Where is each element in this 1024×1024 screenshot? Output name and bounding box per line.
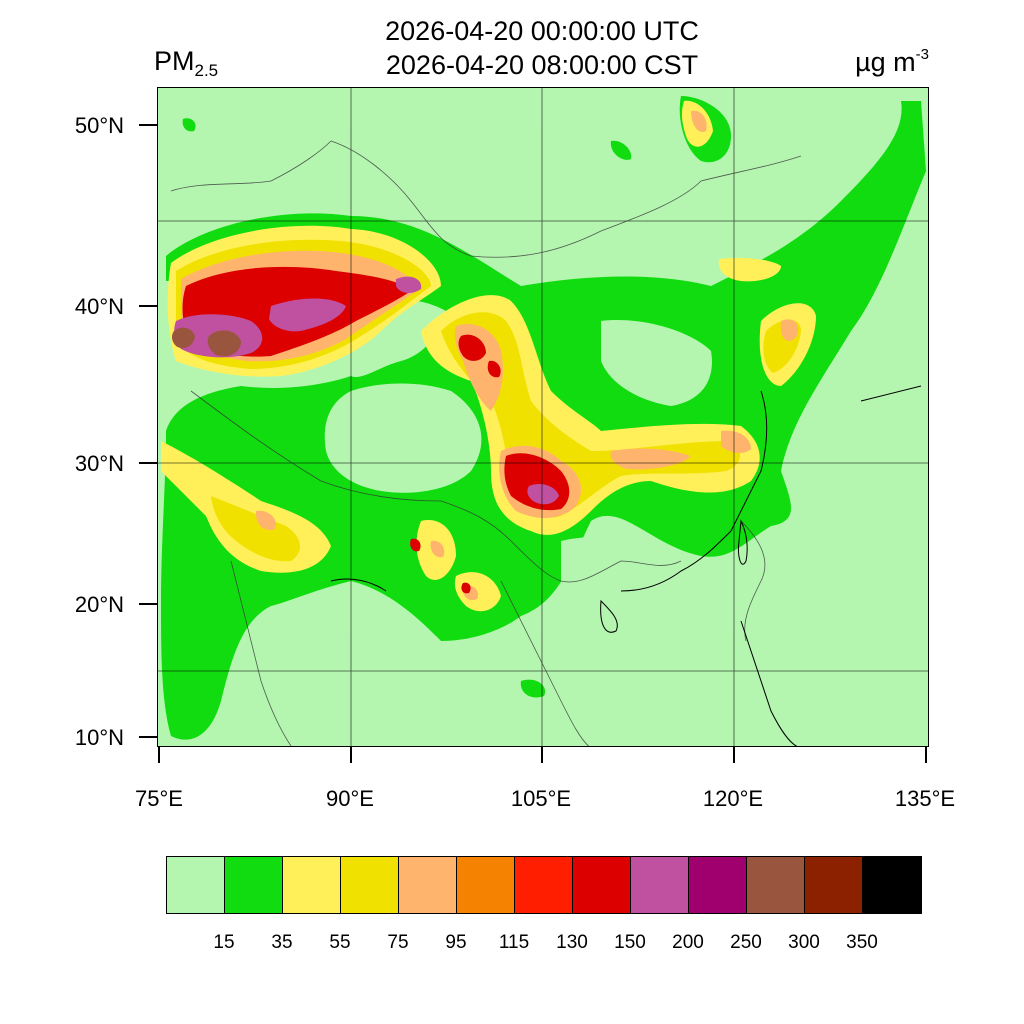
grid-lines (158, 88, 928, 746)
lon-label-75e: 75°E (135, 786, 183, 811)
lat-label-50n: 50°N (74, 113, 124, 138)
lat-label-10n: 10°N (74, 725, 124, 750)
colorbar-swatch (283, 857, 341, 913)
lat-label-20n: 20°N (74, 592, 124, 617)
colorbar-label: 300 (788, 932, 820, 953)
variable-name: PM (154, 46, 195, 76)
colorbar-label: 55 (329, 932, 351, 953)
pm25-map (157, 87, 929, 747)
lon-tick-75e (158, 747, 160, 763)
colorbar-label: 150 (614, 932, 646, 953)
lon-label-135e: 135°E (894, 786, 956, 811)
title-cst-time: 2026-04-20 08:00:00 CST (385, 50, 699, 80)
units-base: µg m (855, 47, 916, 77)
lat-tick-20n (139, 603, 157, 605)
colorbar-swatch (805, 857, 863, 913)
lon-tick-120e (733, 747, 735, 763)
colorbar-label: 350 (846, 932, 878, 953)
colorbar-label: 115 (498, 932, 530, 953)
light-green-holes (324, 320, 926, 641)
units-label: µg m-3 (855, 46, 929, 78)
variable-subscript: 2.5 (194, 61, 219, 80)
colorbar-swatch (689, 857, 747, 913)
colorbar-swatch (515, 857, 573, 913)
colorbar-label: 200 (672, 932, 704, 953)
colorbar-swatch (573, 857, 631, 913)
lat-label-40n: 40°N (74, 294, 124, 319)
colorbar-label: 75 (387, 932, 409, 953)
variable-label: PM2.5 (154, 46, 218, 81)
lon-tick-135e (925, 747, 927, 763)
lat-tick-10n (139, 736, 157, 738)
country-borders (170, 140, 802, 746)
colorbar-swatch (457, 857, 515, 913)
brown-band (171, 327, 241, 357)
colorbar-swatch (167, 857, 225, 913)
colorbar-swatch (399, 857, 457, 913)
colorbar-label: 130 (556, 932, 588, 953)
lon-label-105e: 105°E (510, 786, 572, 811)
coastlines (330, 385, 922, 746)
colorbar-label: 95 (445, 932, 467, 953)
pm25-concentration-field (158, 88, 928, 746)
colorbar-label: 15 (213, 932, 235, 953)
title-utc-time: 2026-04-20 00:00:00 UTC (385, 16, 699, 46)
lon-label-120e: 120°E (702, 786, 764, 811)
colorbar-swatch (747, 857, 805, 913)
lat-tick-50n (139, 124, 157, 126)
lon-tick-90e (350, 747, 352, 763)
colorbar-label: 250 (730, 932, 762, 953)
lat-tick-40n (139, 305, 157, 307)
lat-label-30n: 30°N (74, 451, 124, 476)
lon-tick-105e (541, 747, 543, 763)
colorbar-swatch (341, 857, 399, 913)
colorbar (166, 856, 922, 914)
units-exponent: -3 (915, 46, 929, 63)
colorbar-swatch (225, 857, 283, 913)
colorbar-label: 35 (271, 932, 293, 953)
lat-tick-30n (139, 462, 157, 464)
lon-label-90e: 90°E (326, 786, 374, 811)
colorbar-swatch (863, 857, 921, 913)
colorbar-swatch (631, 857, 689, 913)
